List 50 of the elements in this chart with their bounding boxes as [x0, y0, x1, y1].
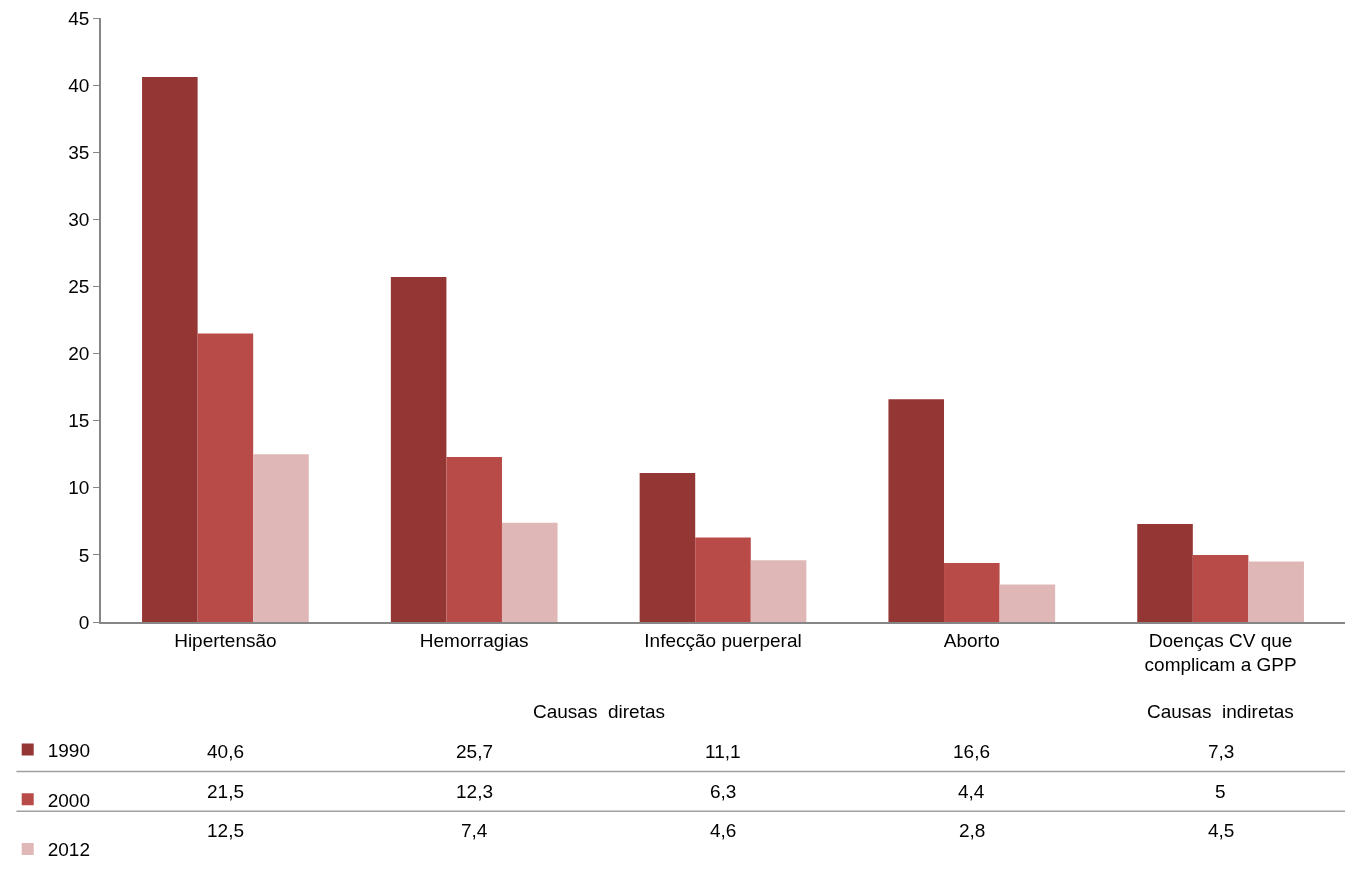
data-label: 7,3 — [1208, 741, 1235, 762]
x-tick-label: Doenças CV que complicam a GPP — [1144, 629, 1297, 676]
data-label: 6,3 — [710, 781, 737, 802]
y-tick-label: 40 — [68, 74, 90, 96]
x-tick-label: Infecção puerperal — [644, 629, 802, 651]
y-tick-label: 10 — [68, 477, 90, 499]
data-label: 4,6 — [710, 820, 737, 841]
x-tick-label: Aborto — [943, 629, 1000, 651]
bar — [888, 399, 945, 622]
y-tick-label: 25 — [68, 276, 90, 298]
x-tick-label: Hipertensão — [174, 629, 277, 651]
data-label: 12,3 — [456, 781, 493, 802]
bar — [999, 584, 1056, 622]
y-tick-label: 20 — [68, 343, 90, 365]
data-label: 25,7 — [456, 741, 493, 762]
data-label: 12,5 — [207, 820, 244, 841]
bar — [253, 454, 309, 622]
y-tick-label: 0 — [78, 611, 90, 633]
legend-label: 1990 — [47, 739, 90, 761]
data-label: 2,8 — [959, 820, 986, 841]
bar — [944, 562, 1000, 622]
data-label: 5 — [1215, 781, 1226, 802]
data-label: 4,4 — [958, 781, 985, 802]
legend-label: 2000 — [47, 789, 90, 811]
data-label: 7,4 — [461, 820, 488, 841]
bar — [501, 522, 558, 622]
bar — [390, 277, 447, 622]
y-tick-label: 5 — [78, 544, 90, 566]
x-tick-label: Hemorragias — [419, 629, 529, 651]
data-label: 4,5 — [1208, 820, 1235, 841]
text: Causas indiretas — [1147, 701, 1294, 722]
bar — [446, 456, 502, 622]
data-label: 40,6 — [207, 741, 244, 762]
bar — [695, 537, 751, 622]
data-label: 16,6 — [953, 741, 990, 762]
bar — [1137, 524, 1193, 622]
legend-label: 2012 — [47, 839, 90, 861]
data-label: 21,5 — [207, 781, 244, 802]
y-tick-label: 30 — [68, 208, 90, 230]
y-tick-label: 45 — [68, 7, 90, 29]
bar — [1192, 554, 1249, 622]
bar — [197, 333, 254, 622]
bar — [639, 473, 696, 622]
bar — [142, 77, 198, 622]
y-tick-label: 35 — [68, 141, 90, 163]
bar — [1248, 561, 1304, 622]
bar — [750, 560, 807, 622]
text: Causas diretas — [533, 701, 666, 722]
y-tick-label: 15 — [68, 410, 90, 432]
data-label: 11,1 — [705, 741, 741, 762]
